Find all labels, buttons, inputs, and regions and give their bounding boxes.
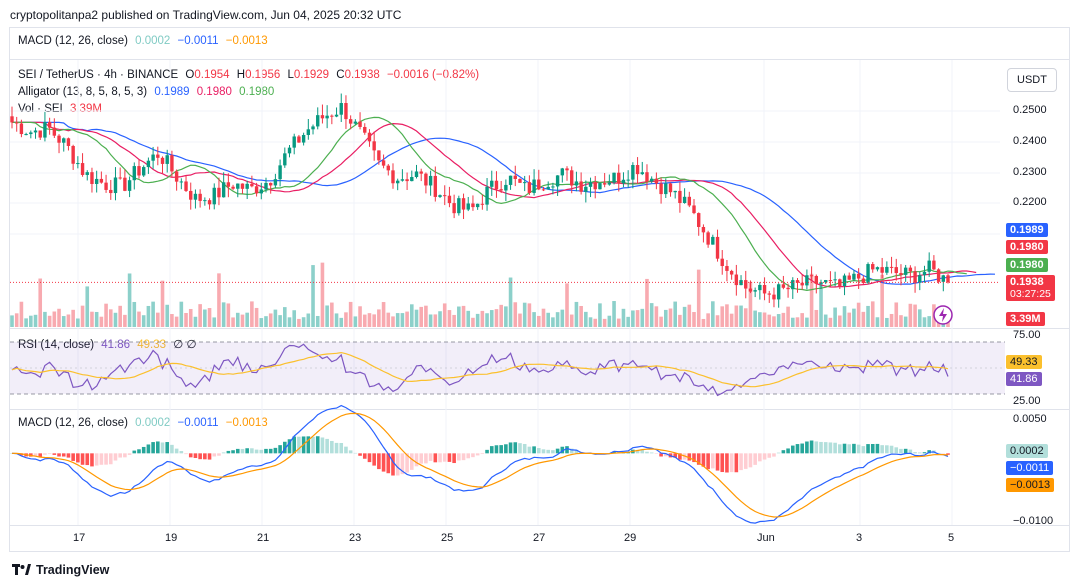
macd-signal-value: −0.0013 xyxy=(225,417,268,429)
jaw-price-label: 0.1989 xyxy=(1006,223,1048,237)
pane-divider xyxy=(10,59,1070,60)
rsi-ma-label: 49.33 xyxy=(1006,355,1042,369)
volume-value: 3.39M xyxy=(69,103,102,115)
alligator-legend[interactable]: Alligator (13, 8, 5, 8, 5, 3) 0.1989 0.1… xyxy=(18,86,278,98)
time-tick: 27 xyxy=(533,532,546,544)
rsi-name: RSI (14, close) xyxy=(18,339,95,351)
price-tick: 0.2500 xyxy=(1013,104,1047,116)
rsi-legend[interactable]: RSI (14, close) 41.86 49.33 ∅ ∅ xyxy=(18,337,200,351)
currency-button[interactable]: USDT xyxy=(1007,68,1057,92)
top-macd-value: −0.0011 xyxy=(177,35,219,47)
rsi-axis-top: 75.00 xyxy=(1013,329,1041,341)
time-tick: 19 xyxy=(165,532,178,544)
time-tick: 29 xyxy=(624,532,637,544)
open-value: 0.1954 xyxy=(194,69,230,81)
high-value: 0.1956 xyxy=(245,69,281,81)
tradingview-logo-icon xyxy=(12,564,31,575)
pane-divider xyxy=(10,328,1070,329)
top-macd-signal: −0.0013 xyxy=(225,35,268,47)
rsi-value: 41.86 xyxy=(101,339,131,351)
macd-axis-bottom: −0.0100 xyxy=(1013,515,1054,527)
time-tick: 21 xyxy=(257,532,270,544)
countdown-timer: 03:27:25 xyxy=(1010,288,1051,300)
low-label: L xyxy=(287,69,294,81)
macd-name: MACD (12, 26, close) xyxy=(18,417,128,429)
close-price: 0.1938 xyxy=(1010,276,1044,288)
alligator-lips-value: 0.1980 xyxy=(239,86,275,98)
footer-brand-text: TradingView xyxy=(36,563,110,577)
top-macd-hist: 0.0002 xyxy=(135,35,171,47)
macd-legend[interactable]: MACD (12, 26, close) 0.0002 −0.0011 −0.0… xyxy=(18,417,272,429)
time-tick: 17 xyxy=(73,532,86,544)
time-tick: 5 xyxy=(948,532,955,544)
alligator-jaw-value: 0.1989 xyxy=(154,86,190,98)
rsi-label: 41.86 xyxy=(1006,372,1042,386)
macd-signal-label: −0.0013 xyxy=(1006,478,1055,492)
symbol-name: SEI / TetherUS · 4h · BINANCE xyxy=(18,69,179,81)
volume-price-label: 3.39M xyxy=(1006,312,1045,326)
time-tick: 25 xyxy=(441,532,454,544)
change-value: −0.0016 (−0.82%) xyxy=(386,69,480,81)
top-macd-legend[interactable]: MACD (12, 26, close) 0.0002 −0.0011 −0.0… xyxy=(18,35,272,47)
rsi-extra: ∅ ∅ xyxy=(173,339,197,351)
macd-line-label: −0.0011 xyxy=(1006,461,1054,475)
time-axis-divider xyxy=(10,525,1070,526)
top-macd-name: MACD (12, 26, close) xyxy=(18,35,128,47)
price-tick: 0.2200 xyxy=(1013,196,1047,208)
lightning-icon[interactable] xyxy=(932,304,954,326)
price-tick: 0.2300 xyxy=(1013,166,1047,178)
alligator-name: Alligator (13, 8, 5, 8, 5, 3) xyxy=(18,86,148,98)
rsi-ma-value: 49.33 xyxy=(137,339,167,351)
rsi-axis-bottom: 25.00 xyxy=(1013,395,1041,407)
lips-price-label: 0.1980 xyxy=(1006,258,1048,272)
symbol-legend[interactable]: SEI / TetherUS · 4h · BINANCE O0.1954 H0… xyxy=(18,69,483,81)
time-tick: 3 xyxy=(856,532,863,544)
close-value: 0.1938 xyxy=(344,69,380,81)
macd-axis-top: 0.0050 xyxy=(1013,413,1047,425)
published-header: cryptopolitanpa2 published on TradingVie… xyxy=(10,8,402,22)
close-price-label: 0.1938 03:27:25 xyxy=(1006,275,1055,301)
macd-value: −0.0011 xyxy=(177,417,219,429)
footer-brand: TradingView xyxy=(12,563,109,577)
time-tick: 23 xyxy=(349,532,362,544)
macd-hist-value: 0.0002 xyxy=(135,417,171,429)
volume-name: Vol · SEI xyxy=(18,103,63,115)
time-tick: Jun xyxy=(757,532,775,544)
pane-divider xyxy=(10,409,1070,410)
price-tick: 0.2400 xyxy=(1013,135,1047,147)
alligator-teeth-value: 0.1980 xyxy=(196,86,232,98)
low-value: 0.1929 xyxy=(293,69,330,81)
teeth-price-label: 0.1980 xyxy=(1006,240,1048,254)
chart-frame xyxy=(9,27,1070,552)
macd-hist-label: 0.0002 xyxy=(1006,444,1048,458)
high-label: H xyxy=(236,69,246,81)
close-label: C xyxy=(336,69,345,81)
volume-legend[interactable]: Vol · SEI 3.39M xyxy=(18,103,106,115)
open-label: O xyxy=(185,69,195,81)
